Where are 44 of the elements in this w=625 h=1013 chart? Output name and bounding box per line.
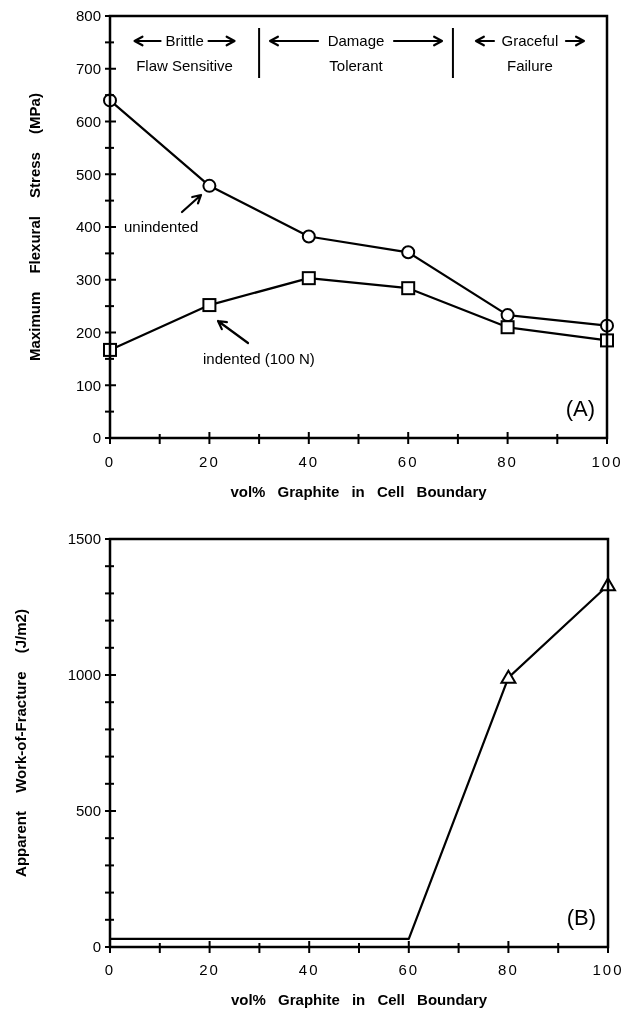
y-tick-label: 1500: [67, 530, 101, 548]
annotation: Graceful Failure: [501, 32, 559, 74]
annotation: (B): [566, 905, 596, 930]
y-tick-label: 700: [75, 60, 101, 77]
x-tick-label: 0: [104, 961, 116, 978]
point: [401, 281, 416, 296]
y-tick-label: 0: [92, 429, 101, 447]
y-axis-title: Apparent Work-of-Fracture (J/m2): [12, 609, 29, 877]
y-tick-label: 200: [75, 323, 101, 341]
x-tick-label: 100: [591, 453, 623, 470]
point: [301, 229, 316, 244]
x-axis-title: vol% Graphite in Cell Boundary: [230, 483, 488, 500]
y-tick-label: 300: [75, 271, 101, 288]
y-tick-label: 1000: [67, 666, 101, 684]
x-tick-label: 80: [498, 961, 519, 978]
x-tick-label: 20: [199, 453, 220, 470]
annotation: Damage Tolerant: [327, 32, 385, 74]
point: [301, 271, 316, 286]
annotation: indented (100 N): [203, 350, 315, 367]
y-tick-label: 800: [75, 7, 101, 25]
point: [500, 320, 515, 335]
y-tick-label: 600: [75, 112, 101, 130]
x-tick-label: 40: [298, 961, 320, 978]
x-tick-label: 100: [592, 961, 624, 978]
point: [500, 308, 515, 323]
y-tick-label: 500: [75, 165, 101, 183]
y-tick-label: 400: [75, 218, 101, 236]
x-tick-label: 20: [199, 961, 220, 978]
y-axis-title: Maximum Flexural Stress (MPa): [26, 93, 43, 361]
x-tick-label: 40: [298, 453, 320, 470]
y-tick-label: 0: [92, 938, 101, 956]
x-tick-label: 60: [397, 453, 419, 470]
annotation: Brittle Flaw Sensitive: [136, 32, 233, 74]
x-tick-label: 80: [497, 453, 518, 470]
x-tick-label: 0: [104, 453, 116, 470]
point: [401, 245, 416, 260]
point: [202, 178, 217, 193]
x-axis-title: vol% Graphite in Cell Boundary: [230, 991, 488, 1008]
y-tick-label: 500: [75, 802, 101, 820]
annotation: (A): [565, 396, 595, 421]
x-tick-label: 60: [398, 961, 420, 978]
annotation: unindented: [124, 218, 199, 235]
point: [202, 298, 217, 313]
y-tick-label: 100: [75, 376, 101, 394]
